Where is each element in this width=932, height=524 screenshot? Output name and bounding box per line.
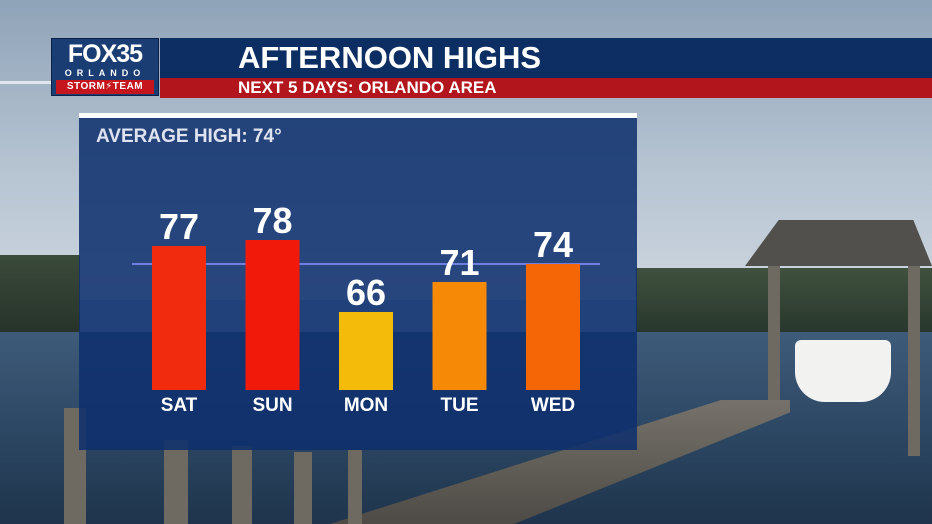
value-label-sat: 77 bbox=[159, 206, 199, 247]
boathouse-post bbox=[908, 266, 920, 456]
day-label-sat: SAT bbox=[161, 395, 198, 416]
header-accent-rule bbox=[0, 81, 51, 84]
bar-wed bbox=[526, 264, 580, 390]
value-label-mon: 66 bbox=[346, 272, 386, 313]
value-label-tue: 71 bbox=[439, 242, 479, 283]
boat bbox=[795, 340, 891, 402]
fox35-logo: FOX35 ORLANDO STORM⚡TEAM bbox=[51, 38, 159, 96]
value-label-sun: 78 bbox=[252, 200, 292, 241]
value-label-wed: 74 bbox=[533, 224, 573, 265]
treeline-right bbox=[636, 268, 932, 338]
logo-city: ORLANDO bbox=[64, 68, 146, 78]
logo-storm-team: STORM⚡TEAM bbox=[56, 80, 154, 94]
average-high-label: AVERAGE HIGH: 74° bbox=[96, 126, 282, 147]
bar-sun bbox=[245, 240, 300, 390]
title-bar bbox=[160, 38, 932, 78]
boathouse-post bbox=[768, 266, 780, 406]
dock-piling bbox=[294, 452, 312, 524]
treeline-left bbox=[0, 255, 80, 335]
day-label-sun: SUN bbox=[252, 395, 292, 416]
page-title: AFTERNOON HIGHS bbox=[238, 40, 542, 75]
boathouse-roof bbox=[745, 220, 932, 266]
dock-piling bbox=[164, 440, 188, 524]
subtitle-bar bbox=[160, 78, 932, 98]
page-subtitle: NEXT 5 DAYS: ORLANDO AREA bbox=[238, 78, 497, 97]
bar-sat bbox=[152, 246, 206, 390]
dock-piling bbox=[348, 450, 362, 524]
dock-piling bbox=[232, 446, 252, 524]
bar-tue bbox=[432, 282, 487, 390]
day-label-wed: WED bbox=[531, 395, 575, 416]
logo-station: FOX35 bbox=[67, 40, 143, 68]
bar-mon bbox=[339, 312, 393, 390]
day-label-tue: TUE bbox=[441, 395, 479, 416]
day-label-mon: MON bbox=[344, 395, 388, 416]
